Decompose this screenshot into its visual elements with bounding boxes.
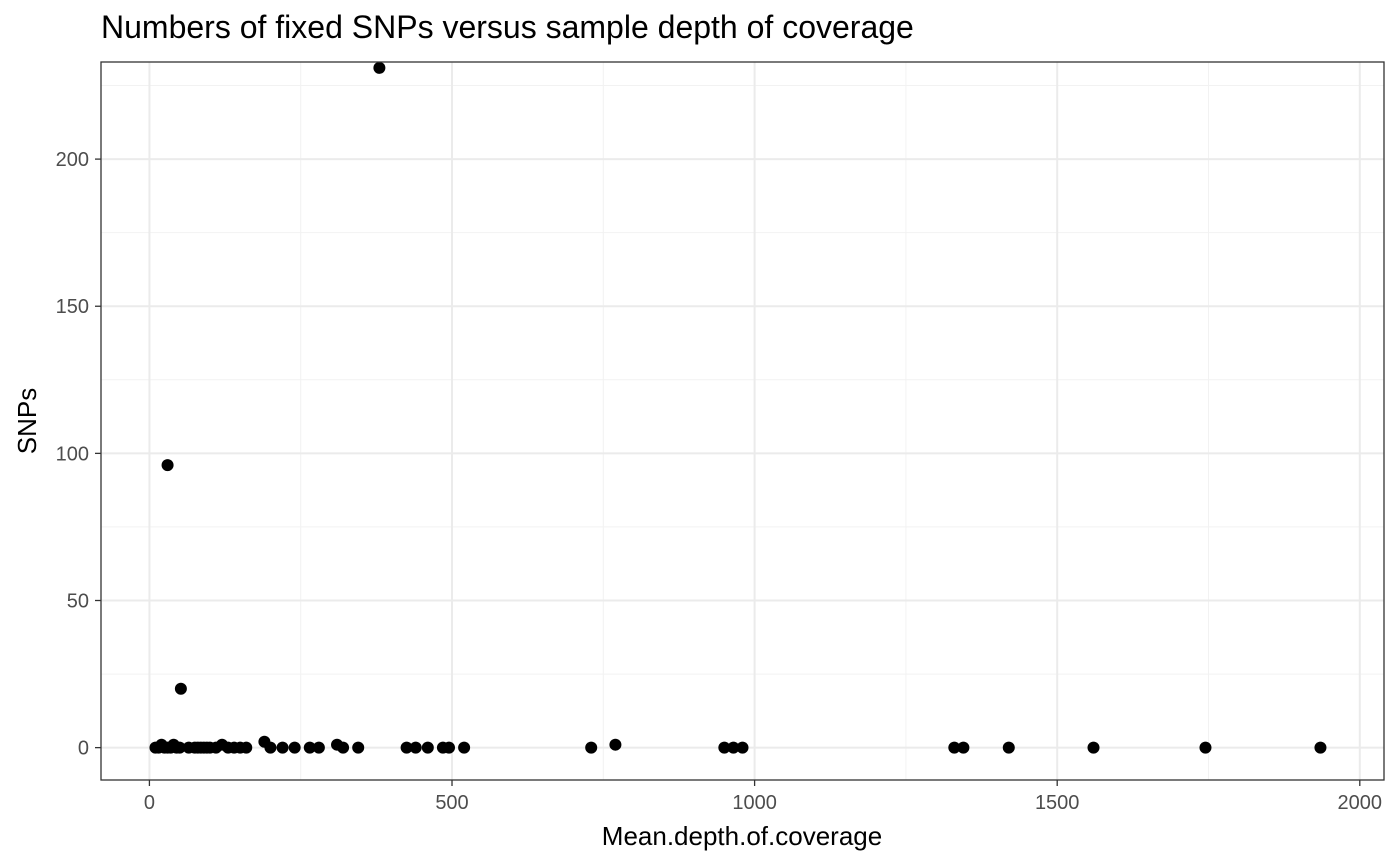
data-point — [736, 741, 749, 754]
data-point — [585, 741, 598, 754]
data-points — [149, 61, 1327, 754]
data-point — [161, 459, 174, 472]
chart-title: Numbers of fixed SNPs versus sample dept… — [101, 9, 914, 45]
data-point — [1314, 741, 1327, 754]
x-tick-label: 2000 — [1338, 792, 1383, 814]
y-tick-label: 0 — [78, 738, 89, 760]
data-point — [400, 741, 413, 754]
data-point — [442, 741, 455, 754]
data-point — [1199, 741, 1212, 754]
x-axis-title: Mean.depth.of.coverage — [602, 821, 882, 851]
data-point — [264, 741, 277, 754]
data-point — [421, 741, 434, 754]
data-point — [957, 741, 970, 754]
data-point — [276, 741, 289, 754]
data-point — [240, 741, 253, 754]
panel-border — [100, 61, 1385, 781]
major-gridlines — [101, 62, 1384, 780]
data-point — [1002, 741, 1015, 754]
y-tick-label: 50 — [67, 591, 89, 613]
data-point — [727, 741, 740, 754]
minor-gridlines — [101, 62, 1384, 780]
data-point — [173, 741, 186, 754]
data-point — [288, 741, 301, 754]
x-tick-label: 1500 — [1035, 792, 1080, 814]
x-axis-ticks: 0 500 1000 1500 2000 — [144, 780, 1382, 814]
x-tick-label: 500 — [435, 792, 468, 814]
data-point — [352, 741, 365, 754]
y-axis-ticks: 0 50 100 150 200 — [56, 149, 101, 760]
data-point — [458, 741, 471, 754]
y-tick-label: 200 — [56, 149, 89, 171]
data-point — [609, 738, 622, 751]
data-point — [303, 741, 316, 754]
data-point — [337, 741, 350, 754]
data-point — [409, 741, 422, 754]
x-tick-label: 0 — [144, 792, 155, 814]
data-point — [312, 741, 325, 754]
data-point — [1087, 741, 1100, 754]
y-tick-label: 100 — [56, 443, 89, 465]
data-point — [718, 741, 731, 754]
y-axis-title: SNPs — [12, 388, 42, 454]
x-tick-label: 1000 — [732, 792, 777, 814]
y-tick-label: 150 — [56, 296, 89, 318]
data-point — [948, 741, 961, 754]
data-point — [174, 682, 187, 695]
data-point — [373, 61, 386, 74]
